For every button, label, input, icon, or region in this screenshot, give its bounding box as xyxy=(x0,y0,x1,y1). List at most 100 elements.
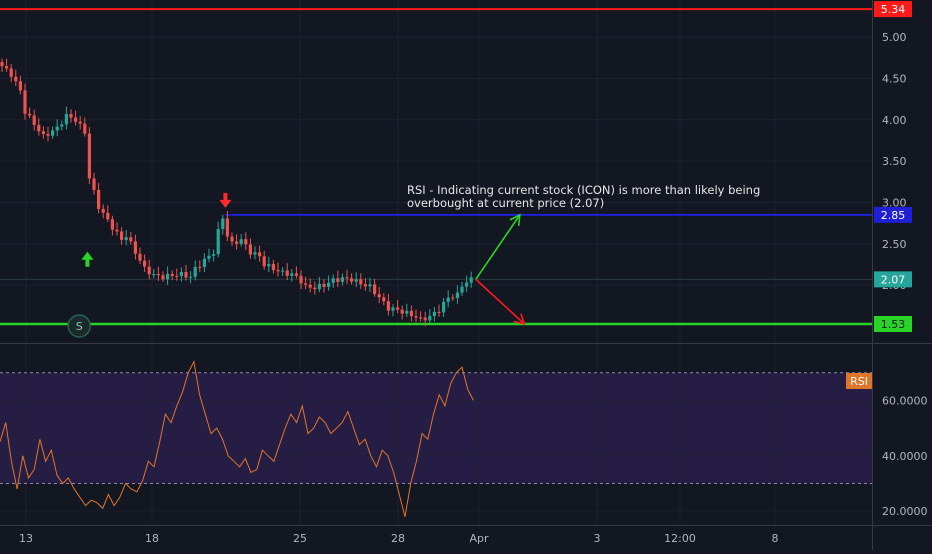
candle-body xyxy=(248,244,252,255)
price-axis-tick: 4.50 xyxy=(882,73,907,86)
candle-body xyxy=(230,236,234,242)
candle-body xyxy=(46,133,50,136)
candle-body xyxy=(294,273,298,276)
split-marker-label: S xyxy=(76,320,83,333)
time-axis-tick: 12:00 xyxy=(664,532,696,545)
candle-body xyxy=(115,229,119,232)
candle-body xyxy=(340,277,344,282)
candle-body xyxy=(359,279,363,285)
buy-arrow-icon xyxy=(81,251,94,267)
price-axis-tick: 4.00 xyxy=(882,114,907,127)
candle-body xyxy=(267,264,271,267)
candle-body xyxy=(382,297,386,302)
candle-body xyxy=(363,284,367,287)
time-axis-tick: 3 xyxy=(594,532,601,545)
candle-body xyxy=(322,283,326,287)
candle-body xyxy=(156,274,160,276)
candle-body xyxy=(64,113,68,125)
candle-body xyxy=(69,113,73,118)
candle-body xyxy=(51,130,55,136)
candle-body xyxy=(129,237,133,242)
candle-body xyxy=(189,276,193,278)
price-label: 1.53 xyxy=(881,318,906,331)
candle-body xyxy=(97,189,101,209)
candle-body xyxy=(143,260,147,267)
candle-body xyxy=(83,123,87,134)
candle-body xyxy=(216,229,220,255)
rsi-badge-bg xyxy=(846,373,872,389)
projection-arrow-head xyxy=(513,313,526,326)
candle-body xyxy=(271,264,275,271)
price-label-bg xyxy=(874,1,912,18)
candle-body xyxy=(133,241,137,254)
candle-body xyxy=(106,212,110,220)
price-label-bg xyxy=(874,271,912,288)
candle-body xyxy=(276,270,280,272)
candle-body xyxy=(0,61,4,67)
candle-body xyxy=(9,68,13,77)
candle-body xyxy=(124,237,128,240)
candle-body xyxy=(258,252,262,257)
candle-body xyxy=(285,270,289,276)
candle-body xyxy=(451,297,455,299)
annotation-line-1: RSI - Indicating current stock (ICON) is… xyxy=(407,183,760,197)
rsi-axis-tick: 60.0000 xyxy=(882,394,928,407)
rsi-band-fill xyxy=(0,372,872,484)
candle-body xyxy=(262,256,266,267)
sell-arrow-icon xyxy=(219,192,232,208)
projection-arrow-line xyxy=(475,278,525,325)
price-label: 2.85 xyxy=(881,209,906,222)
candle-body xyxy=(14,76,18,82)
candle-body xyxy=(281,270,285,272)
candle-body xyxy=(166,273,170,280)
candle-body xyxy=(207,255,211,259)
candle-body xyxy=(41,131,45,134)
candle-body xyxy=(147,266,151,275)
candle-body xyxy=(428,315,432,321)
candle-body xyxy=(446,297,450,302)
candle-body xyxy=(423,317,427,321)
annotation-line-2: overbought at current price (2.07) xyxy=(407,196,604,210)
candle-body xyxy=(327,282,331,287)
price-axis-tick: 5.00 xyxy=(882,31,907,44)
candle-body xyxy=(437,311,441,313)
candle-body xyxy=(469,277,473,283)
rsi-line xyxy=(0,360,474,517)
candle-body xyxy=(409,310,413,317)
candle-body xyxy=(455,292,459,299)
candle-body xyxy=(198,266,202,268)
candle-body xyxy=(5,66,9,69)
candle-body xyxy=(290,273,294,276)
rsi-badge-label: RSI xyxy=(850,375,868,388)
candle-body xyxy=(37,124,41,132)
candle-body xyxy=(28,113,32,116)
candle-body xyxy=(354,279,358,282)
candle-body xyxy=(419,317,423,319)
candle-body xyxy=(23,90,27,114)
candle-body xyxy=(179,271,183,277)
candle-body xyxy=(225,218,229,237)
candle-body xyxy=(212,254,216,256)
price-axis-tick: 3.50 xyxy=(882,155,907,168)
candle-body xyxy=(373,284,377,295)
candle-body xyxy=(317,283,321,290)
candle-body xyxy=(405,310,409,314)
candle-body xyxy=(400,309,404,314)
price-axis-tick: 2.50 xyxy=(882,238,907,251)
time-axis-tick: Apr xyxy=(469,532,489,545)
price-axis-tick: 3.00 xyxy=(882,196,907,209)
candle-body xyxy=(460,286,464,293)
price-label-bg xyxy=(874,206,912,223)
candle-body xyxy=(391,307,395,311)
candle-body xyxy=(92,178,96,190)
candle-body xyxy=(308,284,312,288)
candle-body xyxy=(396,307,400,310)
candle-body xyxy=(32,115,36,125)
candle-body xyxy=(368,284,372,287)
candle-body xyxy=(313,287,317,290)
candle-body xyxy=(239,239,243,244)
time-axis-tick: 25 xyxy=(293,532,307,545)
candle-body xyxy=(345,277,349,279)
